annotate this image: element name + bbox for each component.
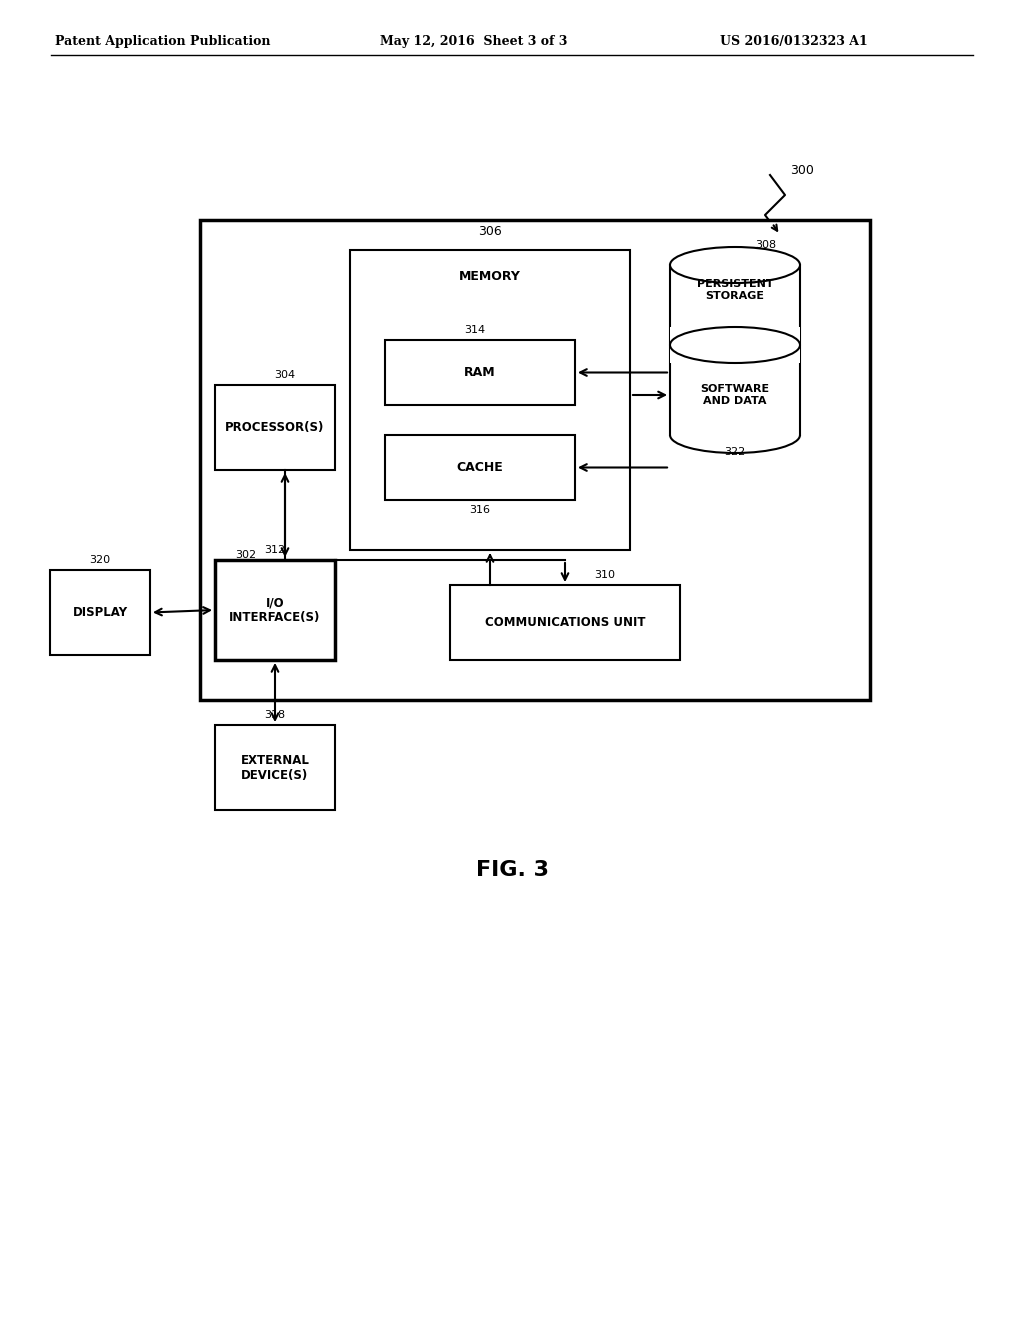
Text: CACHE: CACHE — [457, 461, 504, 474]
FancyBboxPatch shape — [450, 585, 680, 660]
Text: RAM: RAM — [464, 366, 496, 379]
Text: 302: 302 — [234, 550, 256, 560]
FancyBboxPatch shape — [215, 560, 335, 660]
FancyBboxPatch shape — [50, 570, 150, 655]
Text: 320: 320 — [89, 554, 111, 565]
Ellipse shape — [670, 327, 800, 363]
Text: 308: 308 — [755, 240, 776, 249]
Text: EXTERNAL
DEVICE(S): EXTERNAL DEVICE(S) — [241, 754, 309, 781]
FancyBboxPatch shape — [200, 220, 870, 700]
Text: SOFTWARE
AND DATA: SOFTWARE AND DATA — [700, 384, 770, 407]
Text: FIG. 3: FIG. 3 — [475, 861, 549, 880]
FancyBboxPatch shape — [215, 725, 335, 810]
FancyBboxPatch shape — [215, 385, 335, 470]
FancyBboxPatch shape — [385, 436, 575, 500]
Text: MEMORY: MEMORY — [459, 271, 521, 282]
Text: DISPLAY: DISPLAY — [73, 606, 128, 619]
Text: 322: 322 — [724, 447, 745, 457]
FancyBboxPatch shape — [350, 249, 630, 550]
Text: May 12, 2016  Sheet 3 of 3: May 12, 2016 Sheet 3 of 3 — [380, 36, 567, 48]
Text: US 2016/0132323 A1: US 2016/0132323 A1 — [720, 36, 867, 48]
Text: 312: 312 — [264, 545, 286, 554]
Text: 300: 300 — [790, 164, 814, 177]
Text: 314: 314 — [465, 325, 485, 335]
Text: 310: 310 — [595, 570, 615, 579]
Text: 316: 316 — [469, 506, 490, 515]
Bar — [670, 265, 800, 436]
Text: PROCESSOR(S): PROCESSOR(S) — [225, 421, 325, 434]
Text: PERSISTENT
STORAGE: PERSISTENT STORAGE — [696, 279, 773, 301]
FancyBboxPatch shape — [385, 341, 575, 405]
Bar — [670, 327, 800, 363]
Text: 304: 304 — [274, 370, 296, 380]
Text: 318: 318 — [264, 710, 286, 719]
Ellipse shape — [670, 247, 800, 282]
Text: I/O
INTERFACE(S): I/O INTERFACE(S) — [229, 597, 321, 624]
Text: 306: 306 — [478, 224, 502, 238]
Text: Patent Application Publication: Patent Application Publication — [55, 36, 270, 48]
Text: COMMUNICATIONS UNIT: COMMUNICATIONS UNIT — [484, 616, 645, 630]
